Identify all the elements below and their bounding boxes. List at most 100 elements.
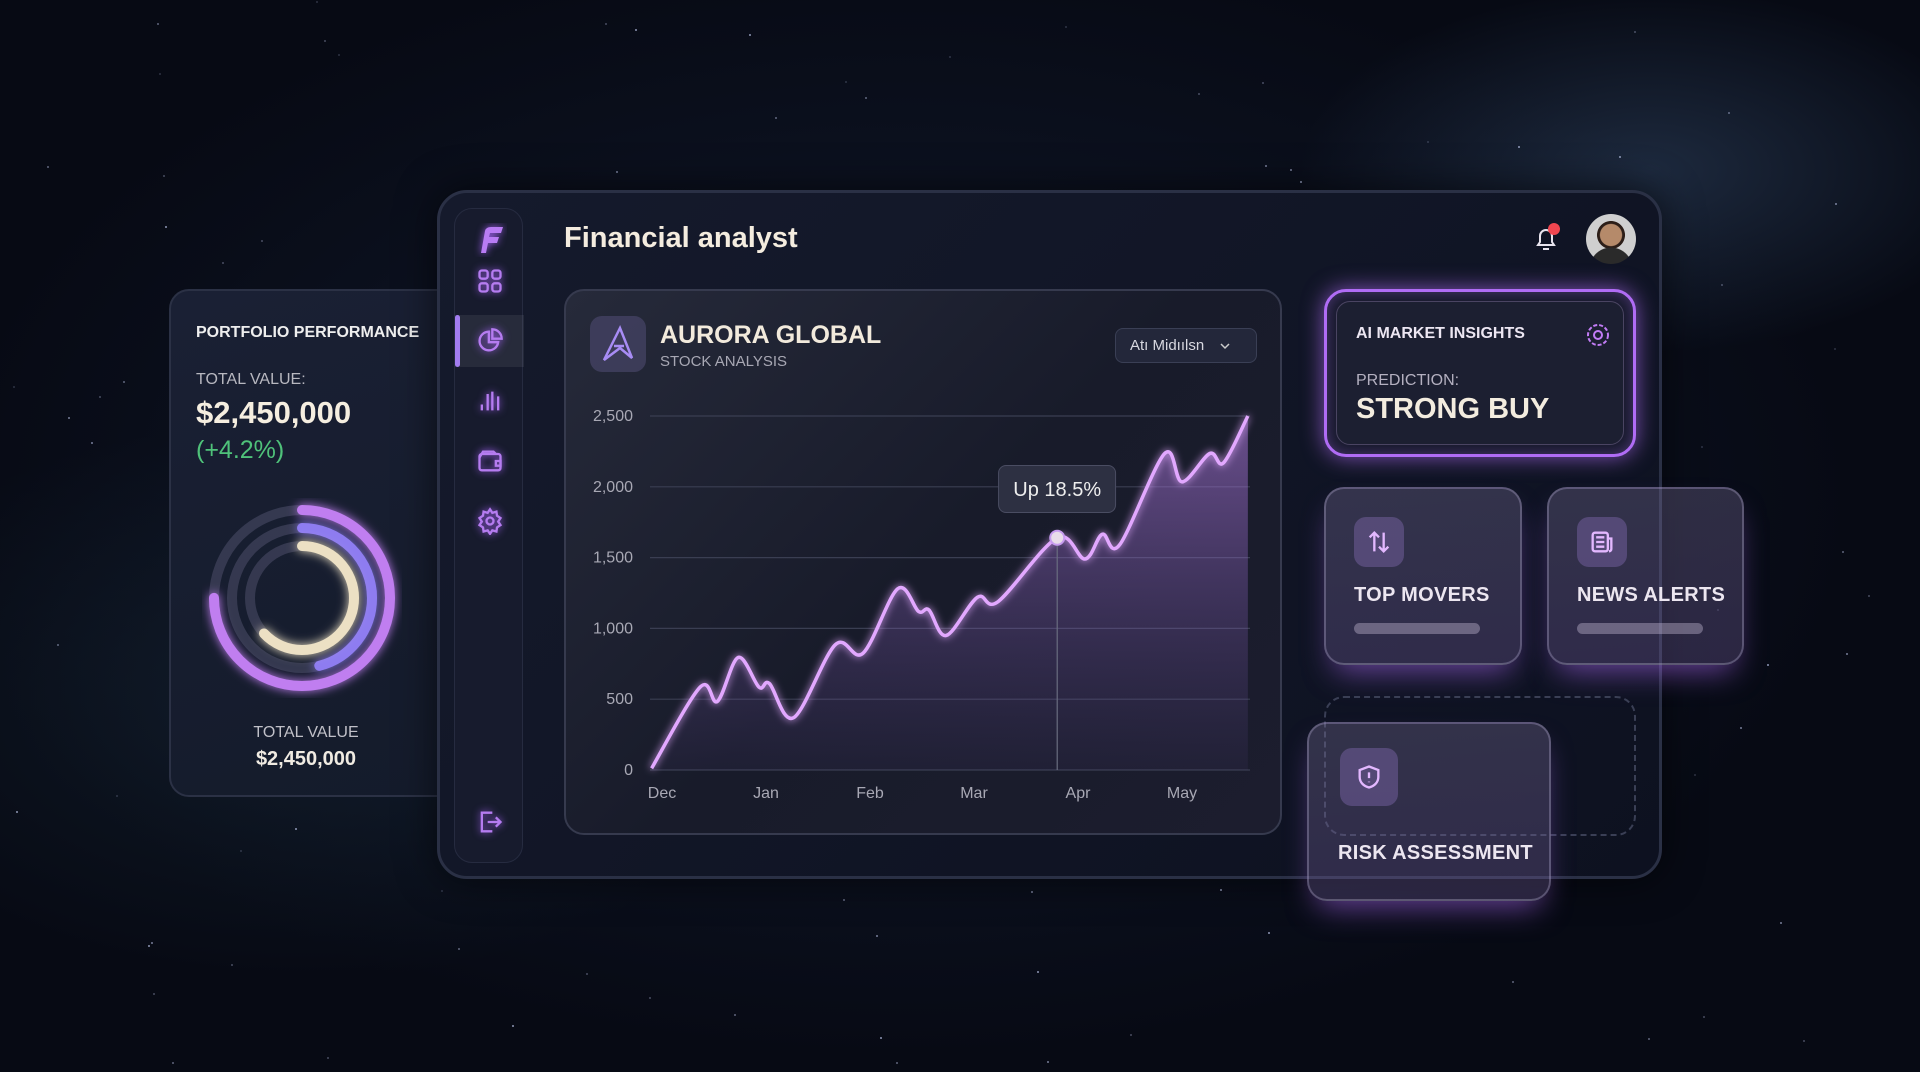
- logout-button[interactable]: [455, 796, 524, 848]
- gear-icon: [477, 507, 502, 535]
- stock-subtitle: STOCK ANALYSIS: [660, 353, 787, 370]
- y-tick-label: 2,000: [593, 479, 633, 496]
- star: [616, 170, 619, 173]
- star: [458, 947, 461, 950]
- tile-label: NEWS ALERTS: [1577, 584, 1726, 606]
- sidebar-item-dashboard[interactable]: [455, 255, 524, 307]
- star: [150, 942, 153, 945]
- star: [1833, 348, 1836, 351]
- portfolio-heading: PORTFOLIO PERFORMANCE: [196, 324, 420, 341]
- star: [1701, 445, 1704, 448]
- star: [123, 381, 126, 384]
- star: [1031, 890, 1034, 893]
- star: [604, 23, 607, 26]
- star: [13, 385, 16, 388]
- star: [1716, 609, 1719, 612]
- pie-chart-icon: [477, 328, 503, 352]
- star: [1740, 726, 1743, 729]
- active-indicator: [455, 315, 460, 367]
- star: [1264, 165, 1267, 168]
- star: [880, 1036, 883, 1039]
- grid-icon: [477, 269, 502, 293]
- total-value: $2,450,000: [196, 395, 352, 430]
- star: [441, 890, 444, 893]
- star: [1064, 25, 1067, 28]
- star: [165, 225, 168, 228]
- sidebar-item-wallet[interactable]: [455, 435, 524, 487]
- star: [734, 1014, 736, 1017]
- insights-title: AI MARKET INSIGHTS: [1356, 325, 1525, 342]
- arrows-up-down-icon: [1368, 531, 1390, 553]
- shield-alert-icon: [1358, 765, 1380, 789]
- star: [1634, 31, 1637, 34]
- newspaper-icon: [1591, 531, 1613, 553]
- star: [1046, 1061, 1049, 1064]
- total-value-change: (+4.2%): [196, 436, 285, 464]
- star: [171, 1061, 174, 1064]
- portfolio-donut-chart: [209, 505, 395, 691]
- star: [1648, 1038, 1651, 1041]
- total-value-label: TOTAL VALUE:: [196, 371, 306, 388]
- star: [16, 810, 19, 813]
- timeframe-dropdown[interactable]: Atı Midıılsn: [1115, 328, 1257, 363]
- star: [1511, 980, 1514, 983]
- star: [1867, 594, 1870, 597]
- star: [157, 22, 160, 25]
- portfolio-performance-card: PORTFOLIO PERFORMANCE TOTAL VALUE: $2,45…: [169, 289, 459, 797]
- tile-label: RISK ASSESSMENT: [1338, 842, 1533, 864]
- star: [1834, 202, 1837, 205]
- dropdown-value: Atı Midıılsn: [1130, 337, 1205, 354]
- bar-chart-icon: [480, 391, 499, 411]
- prediction-label: PREDICTION:: [1356, 372, 1460, 389]
- notifications-button[interactable]: [1530, 223, 1562, 255]
- star: [1267, 932, 1270, 935]
- star: [1766, 663, 1769, 666]
- star: [876, 935, 879, 938]
- area-fill: [651, 416, 1248, 770]
- price-line: [650, 415, 1250, 770]
- star: [774, 116, 777, 119]
- star: [261, 239, 264, 242]
- star: [1694, 773, 1697, 776]
- star: [1702, 1016, 1705, 1019]
- stock-name: AURORA GLOBAL: [660, 321, 882, 349]
- logout-icon: [480, 811, 502, 833]
- ring-arc: [245, 541, 359, 655]
- empty-drop-slot: [1324, 696, 1636, 836]
- x-tick-label: Mar: [960, 785, 988, 802]
- star: [240, 850, 243, 853]
- star: [842, 898, 845, 901]
- star: [1619, 156, 1621, 159]
- footer-total-label: TOTAL VALUE: [253, 724, 359, 741]
- app-logo: [473, 223, 507, 262]
- star: [1842, 551, 1845, 554]
- star: [748, 34, 751, 37]
- star: [56, 643, 59, 646]
- star: [46, 165, 49, 168]
- risk-assessment-tile[interactable]: RISK ASSESSMENT: [1307, 722, 1551, 901]
- star: [294, 828, 297, 831]
- ai-market-insights-card[interactable]: AI MARKET INSIGHTS PREDICTION: STRONG BU…: [1324, 289, 1636, 457]
- x-tick-label: Jan: [753, 785, 779, 802]
- user-avatar[interactable]: [1586, 214, 1636, 264]
- top-movers-tile[interactable]: TOP MOVERS: [1324, 487, 1522, 665]
- star: [163, 174, 166, 177]
- star: [864, 96, 867, 99]
- brain-icon: [1587, 324, 1609, 346]
- sidebar-item-analytics[interactable]: [455, 375, 524, 427]
- star: [316, 0, 318, 3]
- sidebar-item-portfolio[interactable]: [455, 315, 524, 367]
- star: [1720, 283, 1723, 286]
- placeholder-bar: [1577, 623, 1703, 634]
- y-tick-label: 0: [624, 762, 633, 779]
- star: [327, 1056, 330, 1059]
- x-tick-label: Feb: [856, 785, 884, 802]
- sidebar-item-settings[interactable]: [455, 495, 524, 547]
- page-title: Financial analyst: [564, 222, 798, 254]
- news-alerts-tile[interactable]: NEWS ALERTS: [1547, 487, 1744, 665]
- star: [1846, 653, 1849, 656]
- highlight-point[interactable]: [1049, 529, 1066, 546]
- footer-total-value: $2,450,000: [255, 748, 357, 770]
- star: [152, 992, 155, 995]
- star: [221, 261, 224, 264]
